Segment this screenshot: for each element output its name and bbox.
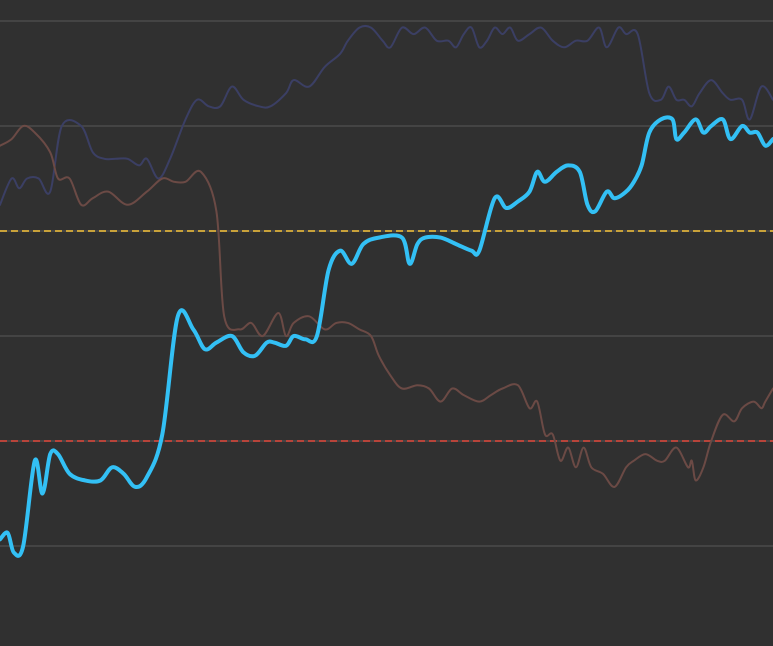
gridlines [0, 20, 773, 547]
series-background-1-line [0, 24, 773, 206]
reference-lines [0, 230, 773, 442]
series-lines [0, 24, 773, 558]
series-background-2-line [0, 124, 773, 488]
series-main-line [0, 115, 773, 558]
